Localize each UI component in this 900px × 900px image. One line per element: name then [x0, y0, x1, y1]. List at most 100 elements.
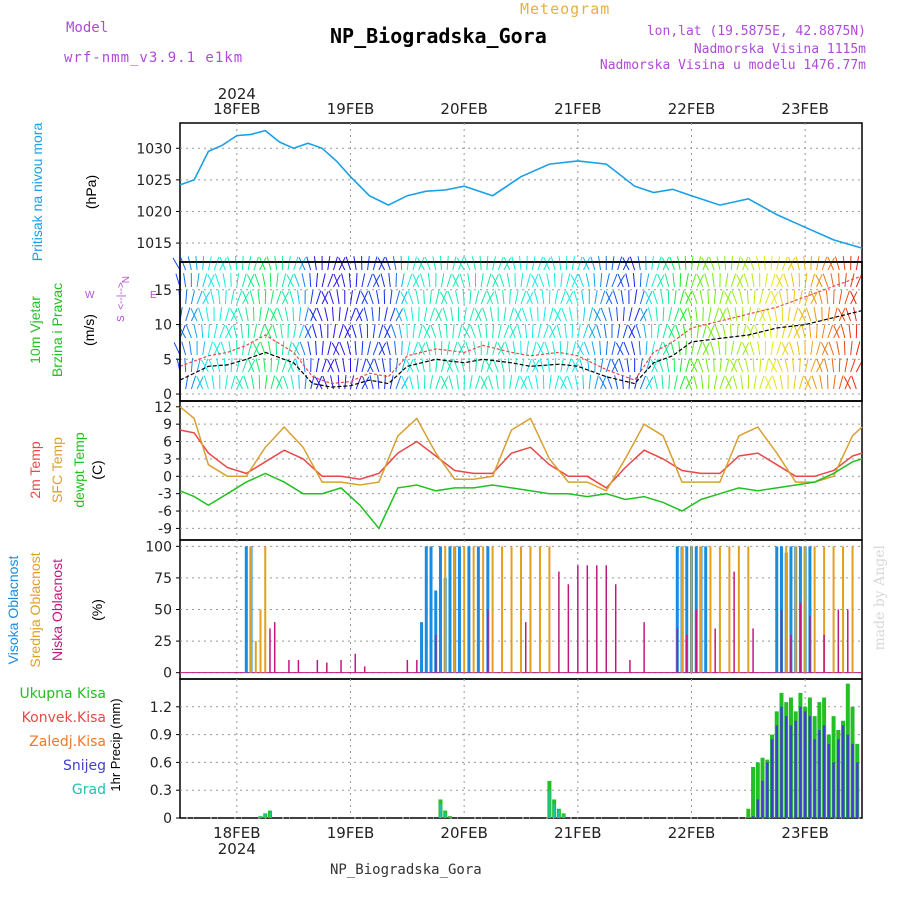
wind-barb — [375, 290, 380, 305]
wind-barb — [816, 341, 821, 356]
wind-barb — [741, 342, 749, 356]
wind-barb — [787, 256, 795, 271]
wind-barb — [281, 291, 289, 305]
wind-barb — [497, 324, 502, 339]
wind-barb — [690, 359, 698, 373]
wind-barb — [746, 289, 749, 305]
wind-barb — [310, 290, 314, 305]
wind-barb — [301, 273, 306, 288]
wind-barb — [730, 256, 733, 271]
wind-barb — [193, 324, 198, 339]
wind-barb — [366, 359, 374, 373]
wind-barb — [559, 376, 567, 390]
wind-barb — [850, 273, 855, 288]
wind-barb — [543, 257, 550, 271]
wind-barb — [467, 273, 471, 288]
wind-barb — [259, 324, 265, 339]
wind-barb — [390, 324, 397, 339]
wind-barb — [338, 257, 346, 271]
pressure-ytick-label: 1020 — [136, 204, 172, 220]
cloud-ytick-label: 0 — [163, 666, 172, 682]
wind-barb — [264, 307, 270, 322]
wind-barb — [367, 273, 373, 288]
wind-barb — [246, 274, 255, 288]
cloud-ytick-label: 25 — [154, 634, 172, 650]
wind-barb — [758, 308, 766, 322]
wind-barb — [417, 257, 425, 271]
wind-barb — [747, 324, 755, 339]
wind-barb — [299, 341, 306, 356]
wind-barb — [435, 358, 438, 373]
wind-barb — [746, 325, 755, 339]
wind-unit: (m/s) — [81, 314, 97, 346]
wind-barb — [605, 341, 608, 356]
wind-barb — [634, 290, 638, 305]
wind-barb — [639, 272, 642, 288]
wind-barb — [240, 324, 244, 339]
wind-barb — [429, 375, 434, 390]
wind-barb — [531, 341, 537, 356]
precip-ytick-label: 1.2 — [150, 700, 172, 716]
cloud-unit: (%) — [89, 599, 105, 621]
wind-barb — [454, 290, 459, 305]
wind-barb — [422, 325, 431, 339]
wind-barb — [272, 324, 278, 339]
wind-barb — [771, 290, 778, 305]
cloud-ytick-label: 75 — [154, 571, 172, 587]
wind-gust-line — [179, 275, 863, 385]
wind-barb — [486, 255, 489, 271]
wind-barb — [838, 375, 844, 390]
wind-barb — [621, 374, 624, 390]
wind-barb — [815, 274, 823, 288]
wind-barb — [763, 256, 766, 271]
wind-barb — [835, 256, 840, 271]
wind-barb — [588, 325, 596, 339]
wind-barb — [440, 273, 445, 288]
wind-barb — [319, 324, 323, 339]
wind-barb — [425, 341, 431, 356]
wind-barb — [442, 307, 448, 322]
precip-legend-1: Konvek.Kisa — [22, 710, 106, 726]
wind-barb — [242, 358, 248, 373]
wind-barb — [495, 375, 499, 390]
wind-barb — [731, 290, 738, 305]
wind-barb — [764, 273, 768, 288]
wind-speed-line — [179, 310, 863, 388]
wind-barb — [696, 256, 702, 271]
wind-barb — [282, 375, 289, 390]
wind-barb — [219, 307, 223, 322]
wind-barb — [395, 272, 398, 288]
wind-barb — [837, 308, 846, 322]
wind-barb — [185, 290, 188, 305]
wind-barb — [775, 274, 783, 288]
time-label-top: 23FEB — [781, 100, 828, 118]
wind-barb — [740, 375, 744, 390]
wind-barb — [736, 274, 744, 288]
wind-barb — [447, 290, 454, 305]
wind-barb — [284, 307, 289, 322]
wind-barb — [531, 323, 534, 339]
wind-barb — [739, 290, 744, 305]
wind-barb — [736, 341, 742, 356]
wind-barb — [821, 324, 826, 339]
wind-barb — [811, 375, 818, 390]
wind-barb — [353, 256, 357, 271]
wind-barb — [699, 290, 704, 305]
wind-barb — [213, 256, 220, 271]
wind-barb — [781, 342, 789, 356]
wind-barb — [389, 307, 396, 322]
temp-ytick-label: 9 — [163, 417, 172, 433]
wind-barb — [287, 341, 292, 356]
compass-e: E — [150, 290, 157, 301]
wind-barb — [512, 341, 516, 356]
wind-barb — [427, 273, 431, 288]
wind-barb — [418, 324, 423, 339]
wind-barb — [810, 273, 816, 288]
wind-barb — [380, 273, 386, 288]
wind-barb — [801, 324, 806, 339]
wind-barb — [440, 290, 448, 305]
wind-barb — [334, 358, 340, 373]
wind-barb — [792, 358, 795, 373]
wind-barb — [479, 256, 482, 271]
wind-barb — [428, 357, 431, 373]
